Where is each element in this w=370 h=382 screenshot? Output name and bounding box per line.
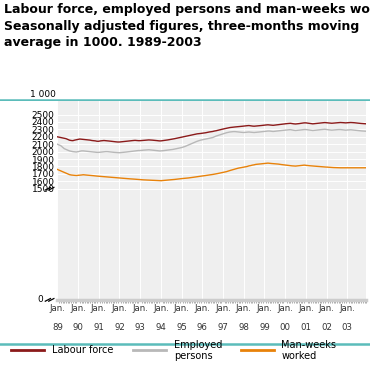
Text: 01: 01	[300, 323, 312, 332]
Text: 91: 91	[93, 323, 104, 332]
Text: Jan.: Jan.	[70, 304, 86, 313]
Text: 02: 02	[321, 323, 332, 332]
Text: 90: 90	[73, 323, 84, 332]
Text: 1 000: 1 000	[30, 90, 56, 99]
Text: Jan.: Jan.	[339, 304, 355, 313]
Text: 96: 96	[197, 323, 208, 332]
Text: Labour force: Labour force	[52, 345, 113, 355]
Text: Jan.: Jan.	[256, 304, 272, 313]
Text: Jan.: Jan.	[319, 304, 334, 313]
Text: 00: 00	[280, 323, 291, 332]
Text: Jan.: Jan.	[215, 304, 231, 313]
Text: 03: 03	[342, 323, 353, 332]
Text: 94: 94	[155, 323, 167, 332]
Text: Jan.: Jan.	[298, 304, 314, 313]
Text: Employed
persons: Employed persons	[174, 340, 222, 361]
Text: 89: 89	[52, 323, 63, 332]
Text: Jan.: Jan.	[111, 304, 127, 313]
Text: 93: 93	[135, 323, 146, 332]
Text: Jan.: Jan.	[132, 304, 148, 313]
Text: 0: 0	[38, 295, 44, 304]
Text: Jan.: Jan.	[153, 304, 169, 313]
Text: Jan.: Jan.	[174, 304, 189, 313]
Text: Jan.: Jan.	[91, 304, 107, 313]
Text: 98: 98	[238, 323, 249, 332]
Text: Man-weeks
worked: Man-weeks worked	[281, 340, 336, 361]
Text: 97: 97	[218, 323, 229, 332]
Text: 92: 92	[114, 323, 125, 332]
Text: 95: 95	[176, 323, 187, 332]
Text: Labour force, employed persons and man-weeks worked.
Seasonally adjusted figures: Labour force, employed persons and man-w…	[4, 3, 370, 49]
Text: Jan.: Jan.	[277, 304, 293, 313]
Text: Jan.: Jan.	[236, 304, 252, 313]
Text: Jan.: Jan.	[50, 304, 65, 313]
Text: Jan.: Jan.	[194, 304, 210, 313]
Text: 99: 99	[259, 323, 270, 332]
